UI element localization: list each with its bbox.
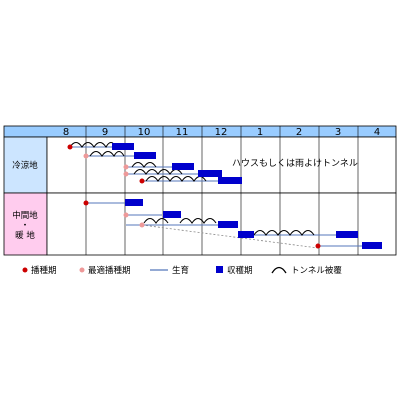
month-label: 10 [138, 127, 151, 138]
month-label: 12 [215, 127, 228, 138]
month-labels: 8 9 10 11 12 1 2 3 4 [63, 127, 380, 138]
tunnel-arc [145, 175, 207, 182]
harvest-bar [112, 143, 134, 150]
month-label: 2 [296, 127, 302, 138]
cool-growth-lines [70, 146, 218, 182]
sowing-dot [67, 144, 73, 150]
legend: 播種期 最適播種期 生育 収穫期 トンネル被覆 [22, 265, 342, 276]
legend-best-sowing-swatch [79, 267, 85, 273]
greenhouse-note: ハウスもしくは雨よけトンネル [232, 158, 358, 169]
harvest-bar [336, 231, 358, 238]
tunnel-arc [143, 217, 169, 224]
month-label: 1 [257, 127, 263, 138]
legend-harvest-label: 収穫期 [227, 265, 253, 276]
tunnel-arc [131, 161, 157, 168]
harvest-bar [163, 211, 181, 218]
tunnel-arc [89, 150, 125, 158]
tunnel-arc [253, 229, 315, 236]
legend-growth-label: 生育 [172, 265, 189, 276]
month-label: 3 [335, 127, 341, 138]
cool-harvest-bars [112, 143, 242, 184]
month-label: 9 [102, 127, 108, 138]
tunnel-arc [133, 168, 183, 175]
region-cool-label: 冷涼地 [12, 160, 38, 171]
sowing-dot [139, 178, 145, 184]
warm-growth-lines [86, 202, 218, 226]
month-label: 11 [176, 127, 189, 138]
region-warm-label-line2: ・ [21, 221, 30, 231]
legend-tunnel-icon [271, 266, 287, 274]
sowing-trend-dashed [141, 224, 319, 249]
harvest-bar [134, 152, 156, 159]
warm-harvest-bars [125, 199, 382, 249]
harvest-bar [172, 163, 194, 170]
harvest-bar [362, 242, 382, 249]
legend-best-sowing-label: 最適播種期 [88, 265, 131, 276]
best-sowing-dot [123, 212, 129, 218]
legend-tunnel-label: トンネル被覆 [291, 265, 342, 276]
harvest-bar [218, 221, 238, 228]
sowing-dot [83, 200, 89, 206]
harvest-bar [238, 231, 254, 238]
region-warm-label-line1: 中間地 [12, 210, 38, 221]
harvest-bar [125, 199, 143, 206]
cool-tunnel-arcs [69, 141, 207, 182]
legend-harvest-swatch [216, 266, 223, 273]
best-sowing-dot [139, 222, 145, 228]
month-label: 8 [63, 127, 69, 138]
legend-sowing-swatch [22, 267, 28, 273]
cool-sowing-markers [67, 144, 145, 184]
best-sowing-dot [123, 171, 129, 177]
warm-tunnel-arcs [143, 217, 315, 236]
region-warm-label-bg [3, 192, 48, 256]
warm-sowing-markers [83, 200, 321, 249]
legend-sowing-label: 播種期 [31, 265, 57, 276]
best-sowing-dot [123, 164, 129, 170]
harvest-bar [218, 177, 242, 184]
harvest-bar [198, 170, 222, 177]
region-warm-label-line3: 暖 地 [15, 230, 35, 241]
best-sowing-dot [83, 153, 89, 159]
month-label: 4 [374, 127, 380, 138]
tunnel-arc [69, 141, 117, 149]
sowing-dot [315, 243, 321, 249]
tunnel-arc [179, 217, 217, 224]
